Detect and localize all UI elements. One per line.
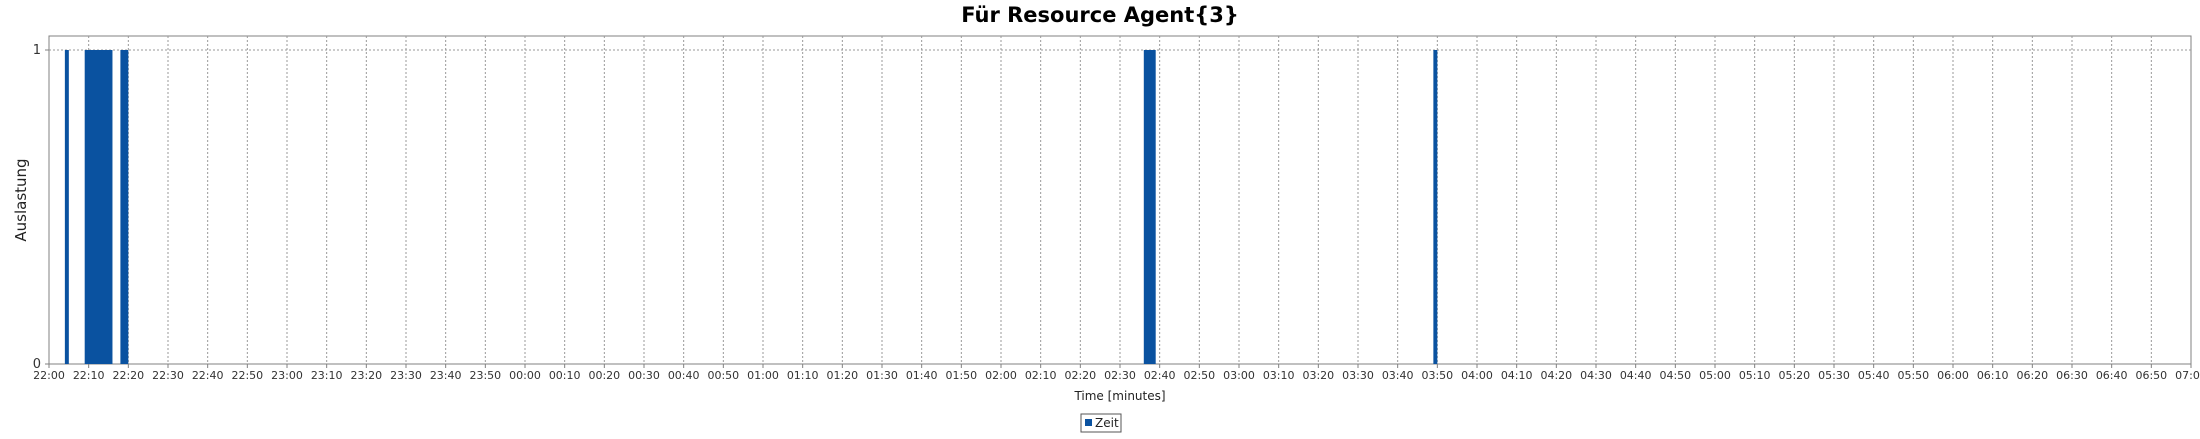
y-tick-label: 1 [33, 43, 41, 58]
x-tick-label: 23:40 [430, 369, 462, 382]
x-tick-label: 03:00 [1223, 369, 1255, 382]
x-tick-label: 02:00 [985, 369, 1017, 382]
bars [64, 50, 1438, 364]
x-tick-label: 06:20 [2016, 369, 2048, 382]
x-tick-label: 02:10 [1025, 369, 1057, 382]
y-ticks: 01 [33, 43, 49, 372]
x-tick-label: 05:40 [1858, 369, 1890, 382]
x-ticks: 22:00 22:10 22:20 22:30 22:40 22:50 23:00 23:10… [33, 364, 2200, 382]
legend-box [1080, 413, 1122, 433]
x-tick-label: 23:50 [469, 369, 501, 382]
x-tick-label: 01:20 [826, 369, 858, 382]
x-tick-label: 07:00 [2175, 369, 2200, 382]
x-tick-label: 22:10 [73, 369, 105, 382]
bar [1143, 50, 1156, 364]
x-tick-label: 01:50 [945, 369, 977, 382]
x-tick-label: 01:30 [866, 369, 898, 382]
x-tick-label: 06:10 [1977, 369, 2009, 382]
bar [64, 50, 69, 364]
x-tick-label: 22:30 [152, 369, 184, 382]
x-tick-label: 02:40 [1144, 369, 1176, 382]
x-tick-label: 02:50 [1183, 369, 1215, 382]
x-tick-label: 06:30 [2056, 369, 2088, 382]
x-tick-label: 23:30 [390, 369, 422, 382]
x-tick-label: 00:10 [549, 369, 581, 382]
x-tick-label: 05:30 [1818, 369, 1850, 382]
x-tick-label: 06:40 [2096, 369, 2128, 382]
chart-title: Für Resource Agent{3} [961, 3, 1239, 27]
bar [84, 50, 113, 364]
x-tick-label: 22:00 [33, 369, 65, 382]
x-tick-label: 04:10 [1501, 369, 1533, 382]
legend-swatch [1085, 419, 1092, 426]
x-tick-label: 00:40 [668, 369, 700, 382]
x-tick-label: 22:40 [192, 369, 224, 382]
x-tick-label: 22:20 [112, 369, 144, 382]
x-tick-label: 03:10 [1263, 369, 1295, 382]
x-tick-label: 23:00 [271, 369, 303, 382]
x-tick-label: 06:50 [2135, 369, 2167, 382]
x-tick-label: 22:50 [231, 369, 263, 382]
bar [120, 50, 129, 364]
x-tick-label: 03:30 [1342, 369, 1374, 382]
x-tick-label: 05:00 [1699, 369, 1731, 382]
x-tick-label: 02:20 [1064, 369, 1096, 382]
legend: Zeit [1080, 413, 1122, 433]
x-tick-label: 01:10 [787, 369, 819, 382]
x-tick-label: 04:50 [1659, 369, 1691, 382]
bar [1433, 50, 1438, 364]
x-tick-label: 03:50 [1421, 369, 1453, 382]
legend-label: Zeit [1095, 416, 1119, 430]
x-tick-label: 05:20 [1778, 369, 1810, 382]
x-tick-label: 04:00 [1461, 369, 1493, 382]
x-tick-label: 01:40 [906, 369, 938, 382]
x-tick-label: 00:20 [588, 369, 620, 382]
x-tick-label: 02:30 [1104, 369, 1136, 382]
x-tick-label: 05:10 [1739, 369, 1771, 382]
y-tick-label: 0 [33, 357, 41, 372]
x-tick-label: 23:20 [350, 369, 382, 382]
gridlines [49, 36, 2191, 364]
x-tick-label: 00:50 [707, 369, 739, 382]
x-tick-label: 01:00 [747, 369, 779, 382]
x-tick-label: 05:50 [1897, 369, 1929, 382]
x-tick-label: 06:00 [1937, 369, 1969, 382]
x-tick-label: 03:40 [1382, 369, 1414, 382]
x-tick-label: 03:20 [1302, 369, 1334, 382]
x-axis-label: Time [minutes] [1073, 389, 1165, 403]
x-tick-label: 00:30 [628, 369, 660, 382]
x-tick-label: 04:20 [1540, 369, 1572, 382]
x-tick-label: 23:10 [311, 369, 343, 382]
x-tick-label: 00:00 [509, 369, 541, 382]
y-axis-label: Auslastung [12, 158, 30, 241]
x-tick-label: 04:30 [1580, 369, 1612, 382]
x-tick-label: 04:40 [1620, 369, 1652, 382]
